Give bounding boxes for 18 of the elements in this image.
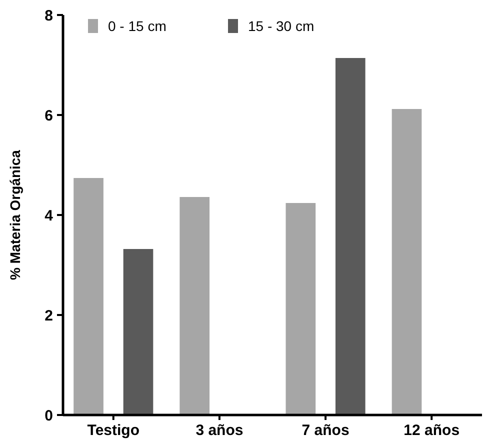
- bar: [392, 109, 422, 415]
- y-tick-label: 0: [44, 407, 53, 424]
- legend-label: 0 - 15 cm: [108, 18, 166, 34]
- y-tick-label: 2: [44, 307, 53, 324]
- y-tick-label: 6: [44, 107, 53, 124]
- bar: [123, 249, 154, 415]
- y-axis-title: % Materia Orgánica: [7, 150, 23, 280]
- y-tick-label: 8: [44, 7, 53, 24]
- bar: [335, 58, 366, 415]
- y-tick-label: 4: [44, 207, 54, 224]
- x-tick-label: 7 años: [302, 422, 350, 439]
- bar: [286, 203, 316, 415]
- x-tick-label: Testigo: [87, 422, 140, 439]
- bar: [180, 197, 210, 415]
- legend-label: 15 - 30 cm: [248, 18, 314, 34]
- x-tick-label: 12 años: [404, 422, 460, 439]
- bar: [74, 178, 104, 415]
- x-tick-label: 3 años: [196, 422, 244, 439]
